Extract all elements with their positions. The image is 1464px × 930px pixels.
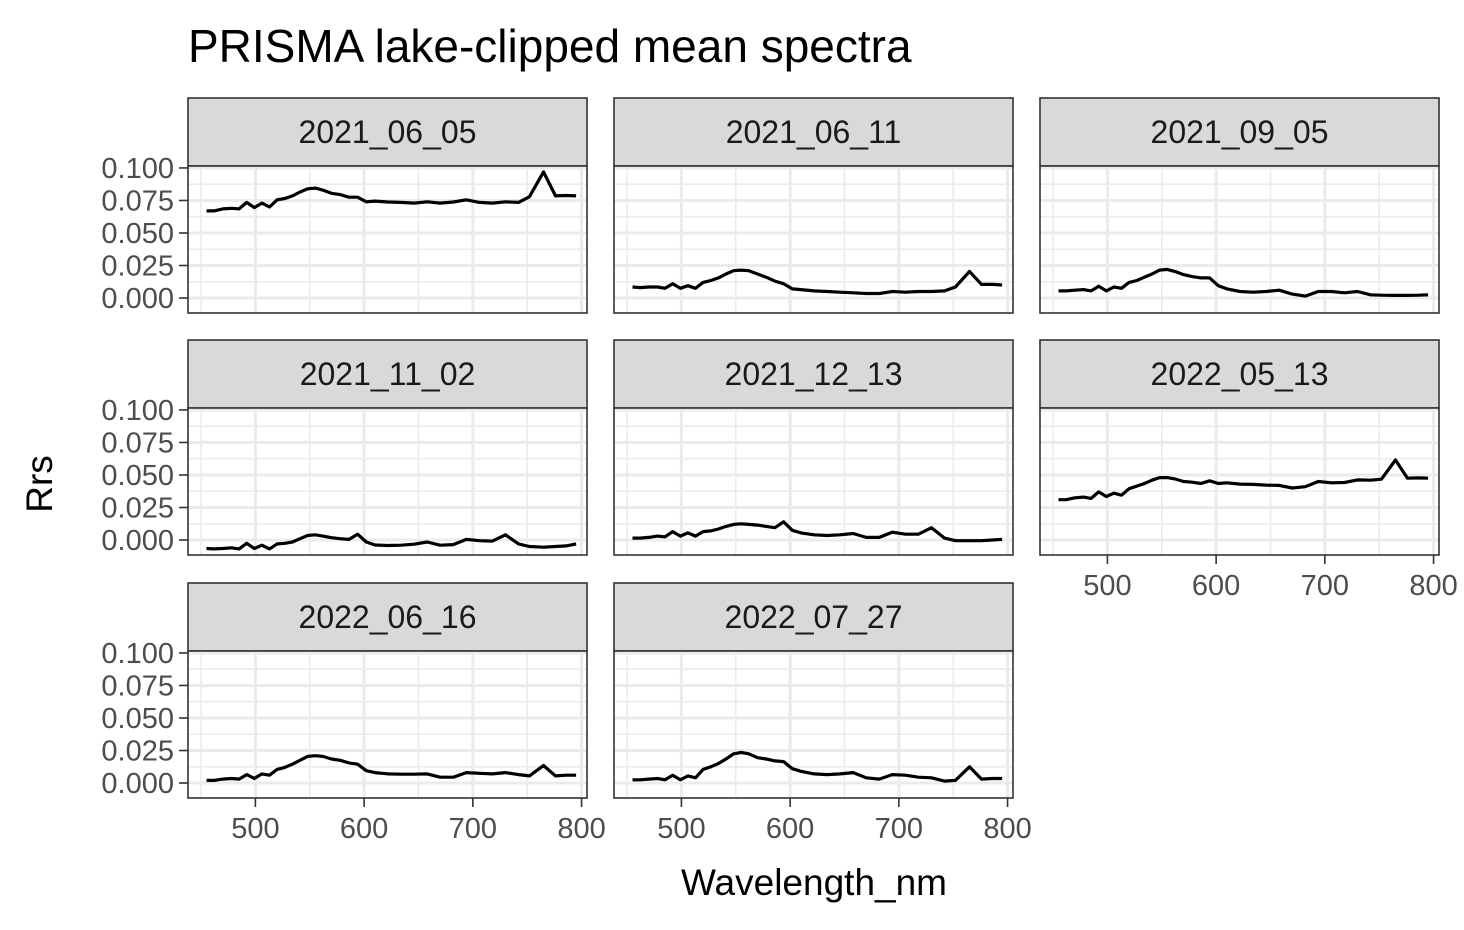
facet-strip-label: 2022_07_27 bbox=[725, 599, 903, 635]
facet-strip bbox=[613, 582, 1014, 652]
facet-panel-2022_05_13: 2022_05_13 500 600 700 800 bbox=[1039, 339, 1458, 602]
panel-border bbox=[613, 165, 1014, 314]
y-tick-label: 0.050 bbox=[101, 460, 174, 492]
x-tick-label: 600 bbox=[766, 813, 814, 845]
y-tick-label: 0.075 bbox=[101, 427, 174, 459]
y-tick-label: 0.025 bbox=[101, 493, 174, 525]
y-tick-label: 0.075 bbox=[101, 670, 174, 702]
facet-strip bbox=[187, 339, 588, 409]
y-tick-label: 0.050 bbox=[101, 218, 174, 250]
panel-border bbox=[187, 407, 588, 556]
facet-strip bbox=[1039, 339, 1440, 409]
facet-strip-label: 2021_06_05 bbox=[299, 114, 477, 150]
x-tick-label: 700 bbox=[1301, 570, 1349, 602]
facet-strip bbox=[1039, 97, 1440, 167]
y-tick-label: 0.100 bbox=[101, 395, 174, 427]
x-tick-label: 600 bbox=[340, 813, 388, 845]
series-line-2021_09_05 bbox=[1058, 267, 1429, 298]
x-tick-label: 800 bbox=[983, 813, 1031, 845]
facet-strip-label: 2021_11_02 bbox=[300, 356, 476, 392]
facet-strip bbox=[187, 582, 588, 652]
panel-border bbox=[613, 407, 1014, 556]
series-line-2022_05_13 bbox=[1058, 458, 1429, 502]
y-tick-label: 0.100 bbox=[101, 153, 174, 185]
facet-strip-label: 2021_12_13 bbox=[725, 356, 903, 392]
panel-grid bbox=[188, 651, 587, 798]
y-tick-label: 0.100 bbox=[101, 638, 174, 670]
x-tick-label: 800 bbox=[557, 813, 605, 845]
facet-strip bbox=[187, 97, 588, 167]
series-line-2021_06_05 bbox=[206, 170, 577, 213]
facet-strip-label: 2022_06_16 bbox=[299, 599, 477, 635]
facet-strip bbox=[613, 339, 1014, 409]
panel-border bbox=[187, 650, 588, 799]
x-tick-label: 700 bbox=[449, 813, 497, 845]
x-axis-title: Wavelength_nm bbox=[681, 862, 947, 903]
x-tick-label: 500 bbox=[231, 813, 279, 845]
facet-strip-label: 2022_05_13 bbox=[1151, 356, 1329, 392]
panel-grid bbox=[1040, 166, 1439, 313]
panel-border bbox=[613, 650, 1014, 799]
facet-strip-label: 2021_06_11 bbox=[726, 114, 902, 150]
x-tick-label: 700 bbox=[875, 813, 923, 845]
panel-grid bbox=[1040, 408, 1439, 555]
series-line-2022_06_16 bbox=[206, 754, 577, 782]
facet-strip-label: 2021_09_05 bbox=[1151, 114, 1329, 150]
facet-panel-2021_06_11: 2021_06_11 bbox=[613, 97, 1014, 314]
series-line-2021_11_02 bbox=[206, 532, 577, 551]
y-tick-label: 0.025 bbox=[101, 736, 174, 768]
y-axis-title: Rrs bbox=[19, 455, 60, 513]
panel-border bbox=[187, 165, 588, 314]
y-tick-label: 0.000 bbox=[101, 525, 174, 557]
panel-grid bbox=[614, 651, 1013, 798]
panel-border bbox=[1039, 165, 1440, 314]
x-tick-label: 500 bbox=[1083, 570, 1131, 602]
x-tick-label: 800 bbox=[1409, 570, 1457, 602]
y-tick-label: 0.025 bbox=[101, 251, 174, 283]
facet-panel-2021_12_13: 2021_12_13 bbox=[613, 339, 1014, 556]
series-line-2021_12_13 bbox=[632, 520, 1003, 543]
y-tick-label: 0.000 bbox=[101, 768, 174, 800]
series-line-2022_07_27 bbox=[632, 750, 1003, 783]
x-tick-label: 500 bbox=[657, 813, 705, 845]
chart-title: PRISMA lake-clipped mean spectra bbox=[188, 20, 912, 72]
y-tick-label: 0.075 bbox=[101, 185, 174, 217]
facet-panel-2022_07_27: 2022_07_27 500 600 700 800 bbox=[613, 582, 1032, 845]
facet-strip bbox=[613, 97, 1014, 167]
series-line-2021_06_11 bbox=[632, 268, 1003, 296]
x-tick-label: 600 bbox=[1192, 570, 1240, 602]
panel-grid bbox=[188, 408, 587, 555]
y-tick-label: 0.000 bbox=[101, 283, 174, 315]
y-tick-label: 0.050 bbox=[101, 703, 174, 735]
facet-panel-2021_09_05: 2021_09_05 bbox=[1039, 97, 1440, 314]
panel-border bbox=[1039, 407, 1440, 556]
